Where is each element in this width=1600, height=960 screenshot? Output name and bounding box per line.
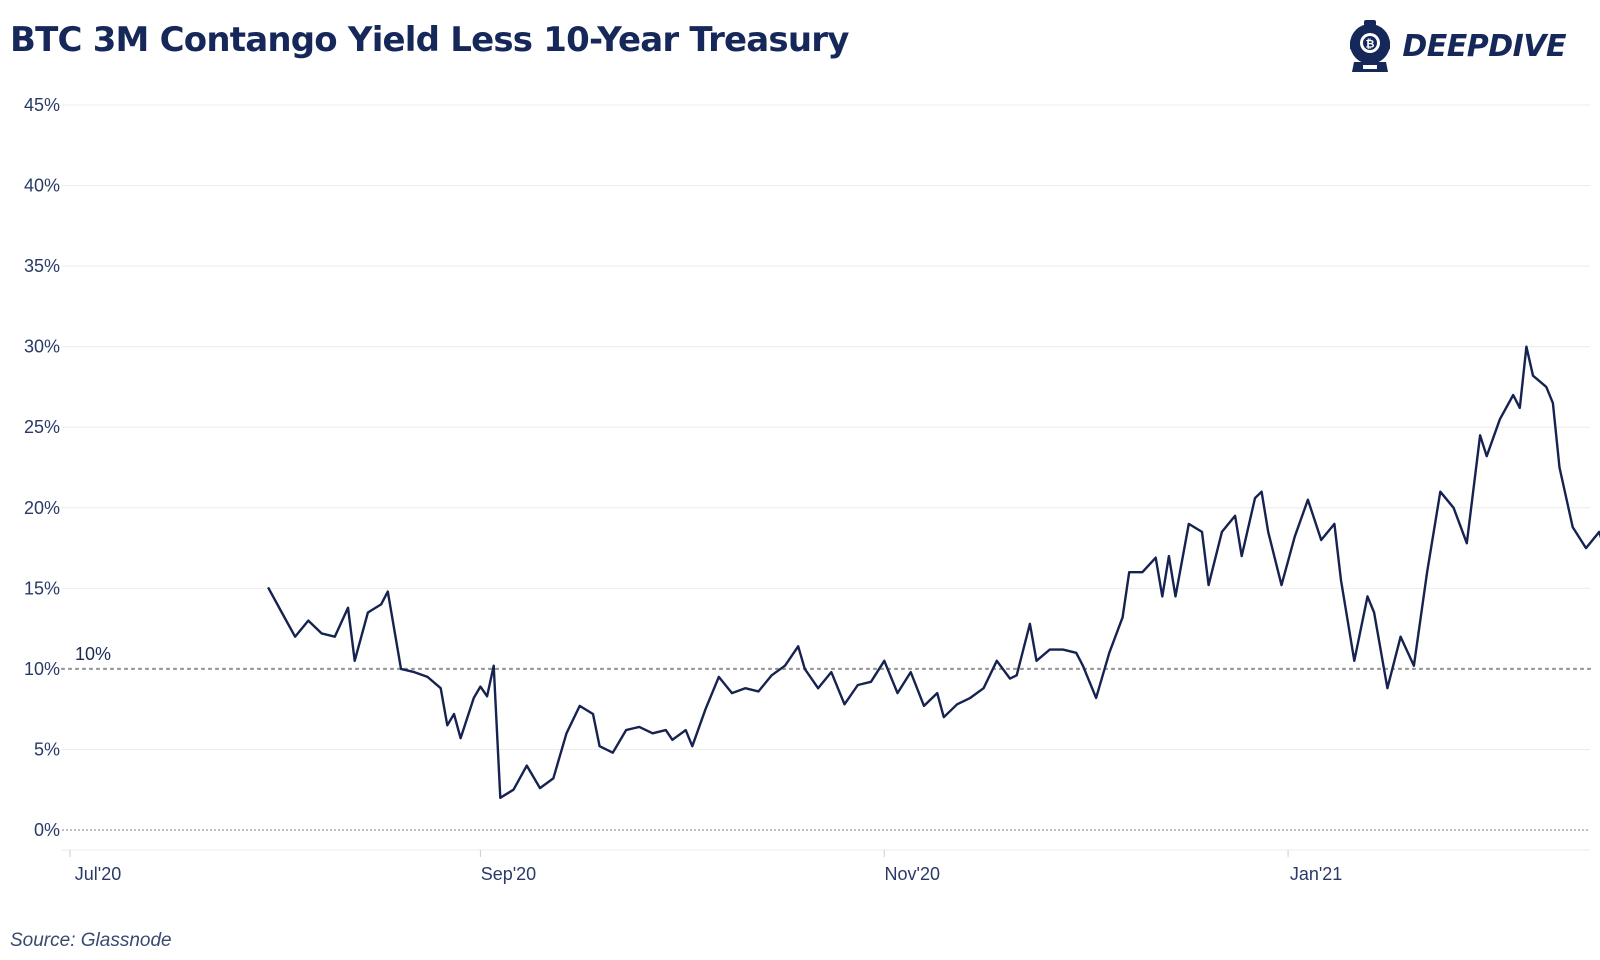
- x-tick-label: Jan'21: [1290, 864, 1342, 884]
- brand-name: DEEPDIVE: [1402, 28, 1566, 64]
- svg-text:₿: ₿: [1366, 38, 1375, 51]
- gridlines: [62, 104, 1590, 831]
- y-tick-label: 10%: [24, 659, 60, 679]
- y-tick-label: 15%: [24, 578, 60, 598]
- chart-title: BTC 3M Contango Yield Less 10-Year Treas…: [10, 20, 849, 60]
- reference-line-label: 10%: [75, 644, 111, 664]
- y-axis: 0% 5% 10% 15% 20% 25% 30% 35% 40% 45%: [24, 95, 60, 840]
- y-tick-label: 40%: [24, 176, 60, 196]
- series-line-contango-yield: [267, 345, 1600, 799]
- reference-line: 10%: [60, 644, 1592, 670]
- x-tick-label: Nov'20: [885, 864, 940, 884]
- y-tick-label: 20%: [24, 498, 60, 518]
- y-tick-label: 30%: [24, 337, 60, 357]
- x-axis: Jul'20Sep'20Nov'20Jan'21Mar'21May'21Jul'…: [62, 849, 1590, 884]
- x-tick-label: Sep'20: [481, 864, 537, 884]
- y-tick-label: 0%: [34, 820, 60, 840]
- series: [267, 345, 1600, 799]
- diving-helmet-icon: ₿: [1350, 20, 1391, 72]
- source-note: Source: Glassnode: [10, 930, 172, 951]
- y-tick-label: 25%: [24, 417, 60, 437]
- x-tick-label: Jul'20: [75, 864, 121, 884]
- brand-logo: ₿ DEEPDIVE: [1344, 16, 1566, 76]
- y-tick-label: 45%: [24, 95, 60, 115]
- y-tick-label: 5%: [34, 739, 60, 759]
- y-tick-label: 35%: [24, 256, 60, 276]
